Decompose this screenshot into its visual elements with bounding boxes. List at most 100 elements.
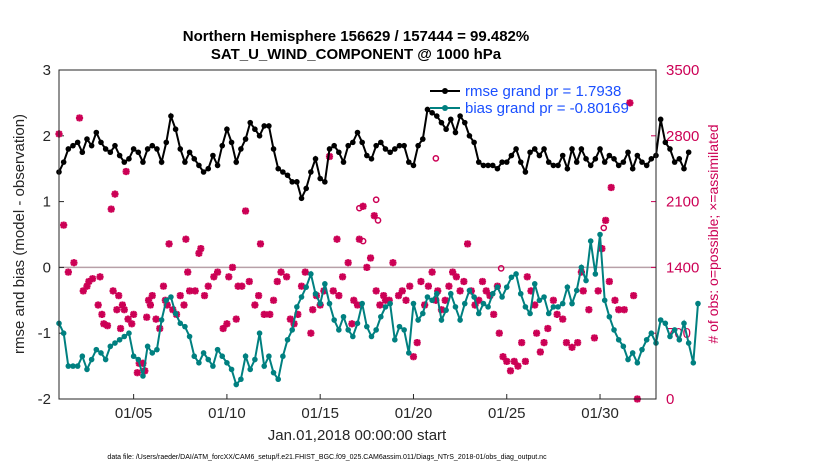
rmse-point	[457, 113, 463, 119]
rmse-point	[172, 126, 179, 133]
bias-point	[452, 304, 459, 310]
bias-point	[485, 304, 491, 310]
obs-assimilated-marker	[363, 263, 371, 271]
bias-point	[79, 353, 86, 360]
bias-point	[182, 323, 188, 330]
obs-marker-stroke	[376, 301, 384, 309]
y-axis-left-label: rmse and bias (model - observation)	[11, 114, 28, 354]
bias-point	[466, 287, 473, 294]
rmse-point	[140, 159, 146, 165]
bias-point	[242, 353, 249, 360]
obs-marker-stroke	[339, 273, 347, 281]
bias-point	[657, 317, 664, 323]
obs-possible-marker	[432, 155, 440, 162]
rmse-point	[452, 129, 459, 136]
rmse-point	[485, 162, 491, 169]
rmse-point	[252, 126, 258, 133]
obs-assimilated-marker	[478, 277, 487, 286]
rmse-point	[378, 139, 384, 146]
x-tick-label: 01/05	[115, 405, 153, 422]
obs-marker-stroke	[350, 296, 358, 304]
bias-point	[60, 330, 67, 337]
x-axis-ticks: 01/05 01/10 01/15 01/20 01/25 01/30	[115, 394, 619, 422]
obs-assimilated-marker	[309, 306, 317, 314]
rmse-point	[527, 149, 533, 156]
obs-assimilated-marker	[223, 320, 231, 328]
rmse-point	[494, 165, 501, 172]
obs-assimilated-marker	[120, 306, 128, 314]
bias-point	[401, 327, 407, 333]
y-tick-label: 1	[43, 194, 51, 211]
obs-assimilated-marker	[238, 282, 246, 290]
bias-point	[107, 343, 114, 350]
obs-assimilated-marker	[96, 273, 104, 281]
rmse-point	[126, 156, 132, 162]
bias-point	[261, 363, 268, 369]
bias-series	[56, 231, 701, 388]
rmse-point	[322, 179, 328, 185]
obs-marker-stroke	[100, 320, 108, 328]
obs-marker-stroke	[445, 282, 453, 290]
obs-marker-stroke	[201, 292, 208, 300]
bias-point	[685, 340, 692, 346]
bias-point	[205, 356, 212, 363]
bias-point	[522, 304, 529, 310]
obs-assimilated-marker	[256, 240, 265, 248]
rmse-point	[112, 142, 118, 149]
obs-assimilated-marker	[402, 296, 410, 304]
rmse-point	[214, 162, 221, 169]
obs-assimilated-marker	[98, 310, 106, 318]
bias-point	[517, 290, 524, 297]
bias-point	[606, 313, 613, 320]
bias-point	[336, 327, 342, 333]
obs-marker-stroke	[283, 273, 291, 281]
obs-marker-stroke	[111, 190, 119, 198]
rmse-point	[667, 146, 673, 152]
obs-marker-stroke	[96, 273, 104, 281]
obs-assimilated-marker	[116, 324, 125, 333]
bias-point	[681, 320, 687, 327]
bias-point	[368, 333, 375, 340]
obs-assimilated-marker	[182, 235, 190, 243]
x-tick-label: 01/20	[395, 405, 433, 422]
bias-point	[116, 336, 123, 343]
obs-marker-stroke	[531, 301, 539, 309]
bias-point	[270, 369, 277, 376]
obs-assimilated-marker	[88, 275, 97, 283]
obs-marker-stroke	[124, 315, 132, 323]
obs-assimilated-marker	[75, 114, 84, 122]
obs-marker-stroke	[242, 207, 250, 215]
bias-point	[373, 327, 379, 333]
rmse-point	[447, 116, 454, 123]
bias-point	[662, 320, 669, 327]
obs-assimilated-marker	[544, 324, 552, 333]
obs-assimilated-marker	[424, 282, 432, 290]
obs-marker-stroke	[128, 320, 136, 328]
obs-marker-stroke	[107, 205, 115, 213]
bias-point	[252, 356, 258, 363]
obs-assimilated-marker	[353, 301, 362, 309]
obs-assimilated-marker	[64, 268, 72, 276]
obs-assimilated-marker	[70, 259, 78, 267]
obs-marker-stroke	[611, 296, 619, 304]
bias-point	[186, 333, 193, 340]
obs-marker-stroke	[260, 310, 268, 318]
obs-assimilated-marker	[366, 254, 375, 262]
obs-marker-stroke	[89, 275, 97, 283]
obs-marker-stroke	[301, 268, 309, 276]
rmse-point	[228, 139, 235, 146]
obs-possible-markers	[356, 155, 608, 272]
obs-assimilated-marker	[417, 277, 425, 286]
y-tick-label: 3	[43, 62, 51, 79]
rmse-point	[130, 146, 137, 152]
obs-assimilated-marker	[406, 282, 414, 290]
rmse-point	[256, 133, 263, 139]
rmse-point	[429, 109, 435, 116]
bias-point	[471, 294, 477, 300]
obs-assimilated-marker	[460, 277, 468, 286]
obs-assimilated-marker	[113, 306, 121, 314]
rmse-point	[392, 146, 398, 152]
bias-point	[93, 346, 100, 353]
obs-marker-stroke	[266, 310, 274, 318]
rmse-point	[312, 156, 319, 162]
